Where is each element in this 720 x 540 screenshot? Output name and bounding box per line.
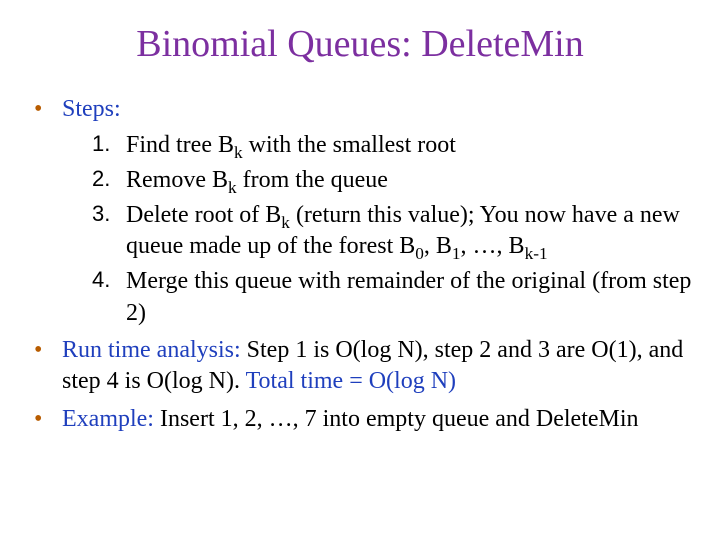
bullet-body: Insert 1, 2, …, 7 into empty queue and D…	[154, 406, 639, 432]
step-text: from the queue	[237, 167, 388, 193]
step-2: Remove Bk from the queue	[92, 165, 692, 196]
step-4: Merge this queue with remainder of the o…	[92, 266, 692, 328]
step-text: Delete root of B	[126, 202, 281, 228]
step-text: with the smallest root	[243, 132, 456, 158]
subscript: k	[234, 142, 243, 161]
bullet-steps: Steps: Find tree Bk with the smallest ro…	[32, 94, 692, 329]
step-1: Find tree Bk with the smallest root	[92, 130, 692, 161]
step-text: , …, B	[461, 233, 525, 259]
subscript: 0	[415, 244, 424, 263]
step-text: Find tree B	[126, 132, 234, 158]
slide: Binomial Queues: DeleteMin Steps: Find t…	[0, 0, 720, 540]
bullet-tail-label: Total time = O(log N)	[246, 368, 456, 394]
bullet-label: Run time analysis:	[62, 337, 241, 363]
subscript: k	[228, 178, 237, 197]
step-text: Merge this queue with remainder of the o…	[126, 268, 691, 325]
slide-title: Binomial Queues: DeleteMin	[28, 22, 692, 66]
subscript: k-1	[525, 244, 548, 263]
step-3: Delete root of Bk (return this value); Y…	[92, 200, 692, 262]
bullet-example: Example: Insert 1, 2, …, 7 into empty qu…	[32, 404, 692, 436]
subscript: 1	[452, 244, 461, 263]
bullet-label: Example:	[62, 406, 154, 432]
steps-list: Find tree Bk with the smallest root Remo…	[62, 130, 692, 329]
bullet-list: Steps: Find tree Bk with the smallest ro…	[28, 94, 692, 436]
subscript: k	[281, 213, 290, 232]
step-text: , B	[424, 233, 452, 259]
step-text: Remove B	[126, 167, 228, 193]
bullet-label: Steps:	[62, 96, 121, 122]
bullet-runtime: Run time analysis: Step 1 is O(log N), s…	[32, 335, 692, 398]
